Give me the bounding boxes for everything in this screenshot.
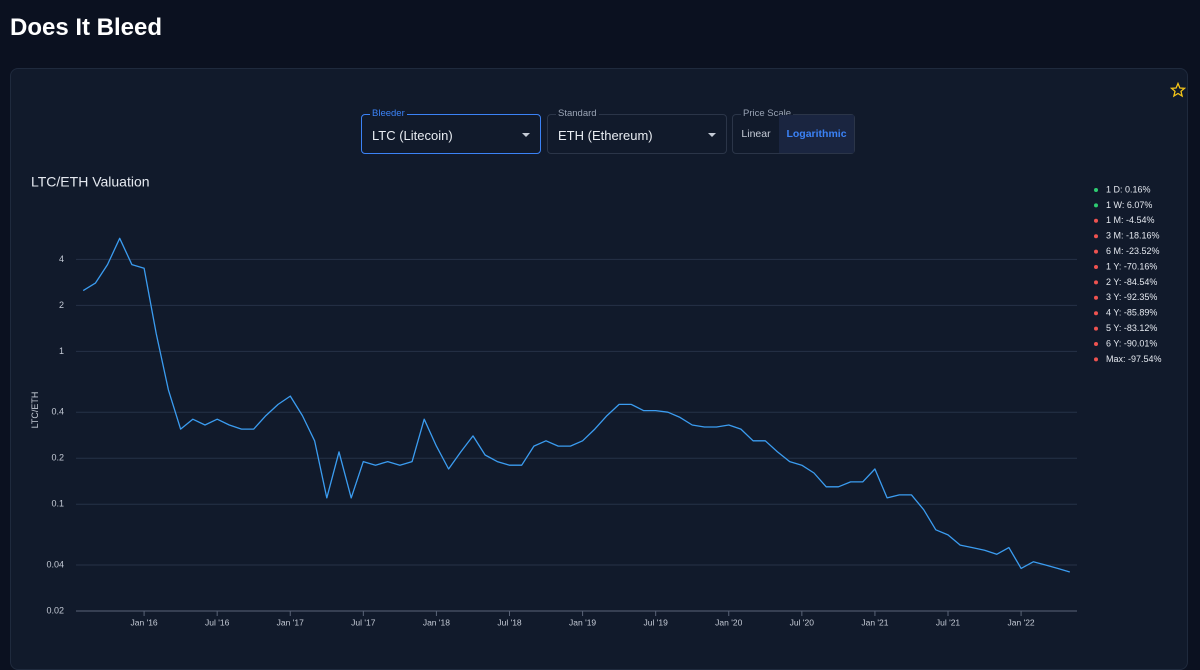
page: Does It Bleed Bleeder LTC (Litecoin) Sta… (10, 14, 1188, 670)
x-tick-label: Jul '21 (936, 617, 961, 627)
x-tick-label: Jul '20 (790, 617, 815, 627)
stat-dot (1094, 311, 1098, 316)
bleeder-select[interactable]: Bleeder LTC (Litecoin) (361, 108, 541, 154)
logarithmic-button[interactable]: Logarithmic (779, 115, 854, 153)
y-tick-label: 0.1 (51, 499, 64, 509)
star-icon (1170, 82, 1186, 98)
chart: LTC/ETH Valuation LTC/ETH 4 2 1 0.4 0.2 0.1 0.… (30, 174, 1162, 628)
standard-select[interactable]: Standard ETH (Ethereum) (547, 108, 727, 154)
stat-dot (1094, 326, 1098, 331)
stat-dot (1094, 280, 1098, 285)
stat-text: 3 M: -18.16% (1106, 231, 1160, 241)
chart-title: LTC/ETH Valuation (31, 174, 150, 190)
y-tick-label: 1 (59, 346, 64, 356)
stat-dot (1094, 265, 1098, 269)
stat-dot (1094, 342, 1098, 346)
stat-text: 6 M: -23.52% (1106, 246, 1160, 256)
standard-label: Standard (556, 108, 599, 120)
bleeder-label: Bleeder (370, 108, 407, 120)
x-tick-label: Jan '18 (423, 617, 450, 627)
x-tick-label: Jul '19 (644, 617, 669, 627)
standard-value: ETH (Ethereum) (558, 128, 653, 143)
x-tick-label: Jan '17 (277, 617, 304, 627)
x-tick-label: Jan '19 (569, 617, 596, 627)
stat-dot (1094, 357, 1098, 362)
x-tick-label: Jul '16 (205, 617, 230, 627)
y-tick-label: 2 (59, 300, 64, 310)
y-tick-label: 0.02 (46, 605, 64, 615)
x-tick-label: Jan '21 (861, 617, 888, 627)
y-tick-label: 0.4 (51, 407, 64, 417)
caret (522, 133, 530, 137)
y-tick-label: 4 (59, 254, 64, 264)
stat-text: 1 W: 6.07% (1106, 200, 1152, 210)
stat-text: 1 D: 0.16% (1106, 184, 1151, 194)
y-tick-label: 0.04 (46, 559, 64, 569)
stat-text: 6 Y: -90.01% (1106, 338, 1157, 348)
favorite-star[interactable] (1170, 82, 1186, 98)
stat-text: 1 Y: -70.16% (1106, 261, 1157, 271)
stat-text: 5 Y: -83.12% (1106, 323, 1157, 333)
stat-text: Max: -97.54% (1106, 354, 1162, 364)
stat-dot (1094, 295, 1098, 300)
stat-text: 3 Y: -92.35% (1106, 292, 1157, 302)
linear-button[interactable]: Linear (741, 128, 771, 140)
stat-dot (1094, 234, 1098, 239)
x-tick-label: Jan '22 (1008, 617, 1035, 627)
x-tick-label: Jan '16 (131, 617, 158, 627)
price-line (82, 237, 1070, 573)
app-title: Does It Bleed (10, 14, 163, 41)
stat-dot (1094, 203, 1098, 208)
caret (708, 133, 716, 137)
y-tick-label: 0.2 (51, 453, 64, 463)
stat-dot (1094, 249, 1098, 254)
bleeder-value: LTC (Litecoin) (372, 128, 453, 143)
y-axis-label: LTC/ETH (30, 392, 40, 429)
stat-text: 4 Y: -85.89% (1106, 308, 1157, 318)
x-tick-label: Jul '17 (351, 617, 376, 627)
price-scale-toggle: Price Scale Linear Logarithmic (732, 108, 855, 154)
stat-dot (1094, 218, 1098, 223)
stat-text: 2 Y: -84.54% (1106, 277, 1157, 287)
card (10, 68, 1188, 670)
stat-dot (1094, 188, 1098, 192)
x-tick-label: Jul '18 (497, 617, 522, 627)
stat-text: 1 M: -4.54% (1106, 215, 1155, 225)
x-tick-label: Jan '20 (715, 617, 742, 627)
